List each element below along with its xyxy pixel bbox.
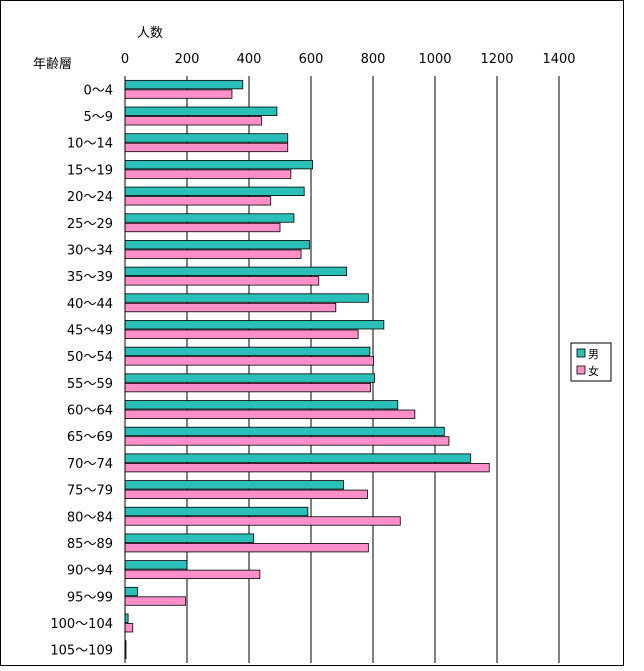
- y-category-label: 35～39: [67, 270, 113, 285]
- bar-male: [124, 293, 369, 303]
- bar-female: [124, 249, 302, 259]
- bar-male: [124, 320, 385, 330]
- legend-swatch: [576, 365, 586, 375]
- bar-female: [124, 116, 262, 126]
- y-category-label: 50～54: [67, 350, 113, 365]
- x-tick-label: 800: [361, 52, 386, 67]
- x-tick-label: 400: [237, 52, 262, 67]
- x-tick-label: 600: [299, 52, 324, 67]
- bar-female: [124, 516, 401, 526]
- bar-female: [124, 276, 320, 286]
- bar-male: [124, 106, 278, 116]
- bar-female: [124, 543, 369, 553]
- y-category-label: 5～9: [83, 110, 113, 125]
- bar-female: [124, 596, 186, 606]
- y-category-label: 30～34: [67, 243, 113, 258]
- y-category-label: 15～19: [67, 163, 113, 178]
- bar-male: [124, 79, 244, 90]
- y-category-label: 25～29: [67, 217, 113, 232]
- y-category-label: 95～99: [67, 590, 113, 605]
- bar-female: [124, 623, 134, 633]
- bar-female: [124, 436, 450, 446]
- bar-male: [124, 159, 313, 170]
- bar-female: [124, 222, 281, 233]
- bar-male: [124, 346, 371, 357]
- bar-female: [124, 302, 337, 313]
- bar-female: [124, 382, 371, 393]
- y-axis-label: 年齢層: [33, 57, 72, 72]
- bar-female: [124, 462, 490, 473]
- x-tick-label: 200: [175, 52, 200, 67]
- bar-male: [124, 133, 289, 143]
- bar-male: [124, 400, 399, 410]
- y-category-label: 85～89: [67, 537, 113, 552]
- y-category-label: 75～79: [67, 484, 113, 499]
- bar-female: [124, 329, 359, 339]
- bar-female: [124, 89, 233, 99]
- bar-male: [124, 426, 445, 437]
- y-category-label: 80～84: [67, 510, 113, 525]
- bar-female: [124, 569, 261, 580]
- legend: 男女: [570, 342, 612, 382]
- x-tick-label: 1000: [418, 52, 451, 67]
- x-axis-label: 人数: [137, 26, 163, 41]
- bar-male: [124, 506, 309, 517]
- x-tick-label: 0: [121, 52, 129, 67]
- bar-male: [124, 213, 295, 223]
- bar-male: [124, 373, 375, 383]
- bar-male: [124, 586, 138, 597]
- bar-female: [124, 196, 272, 206]
- y-category-label: 45～49: [67, 323, 113, 338]
- bar-male: [124, 240, 310, 250]
- y-category-label: 10～14: [67, 137, 113, 152]
- bar-female: [124, 356, 375, 366]
- bar-male: [124, 186, 305, 196]
- bar-female: [124, 169, 292, 179]
- x-tick-label: 1200: [480, 52, 513, 67]
- legend-label: 男: [588, 348, 599, 361]
- y-category-labels: 0～4 5～9 10～14 15～19 20～24 25～29 30～34 35～39 40～4…: [50, 83, 113, 658]
- bars: [124, 79, 490, 660]
- y-category-label: 100～104: [50, 617, 113, 632]
- y-category-label: 55～59: [67, 377, 113, 392]
- y-category-label: 20～24: [67, 190, 113, 205]
- x-tick-labels: 0 200 400 600 800 1000 1200 1400: [121, 52, 576, 67]
- x-tick-label: 1400: [542, 52, 575, 67]
- bar-male: [124, 453, 472, 463]
- y-category-label: 0～4: [83, 83, 113, 98]
- y-category-label: 105～109: [50, 644, 113, 659]
- y-category-label: 40～44: [67, 297, 113, 312]
- bar-female: [124, 409, 416, 419]
- bar-male: [124, 533, 255, 543]
- y-category-label: 70～74: [67, 457, 113, 472]
- chart-frame: 人数 年齢層 0 200 400 600 800 1000 1200 1400 0～4 5～9 1…: [0, 0, 624, 666]
- y-category-label: 60～64: [67, 404, 113, 419]
- bar-female: [124, 142, 289, 153]
- bar-male: [124, 560, 188, 570]
- bar-female: [124, 489, 368, 499]
- population-bar-chart: 人数 年齢層 0 200 400 600 800 1000 1200 1400 0～4 5～9 1…: [33, 26, 612, 663]
- bar-male: [124, 266, 348, 277]
- legend-label: 女: [588, 364, 599, 378]
- bar-male: [124, 480, 344, 490]
- y-category-label: 90～94: [67, 564, 113, 579]
- y-category-label: 65～69: [67, 430, 113, 445]
- legend-swatch: [576, 348, 586, 358]
